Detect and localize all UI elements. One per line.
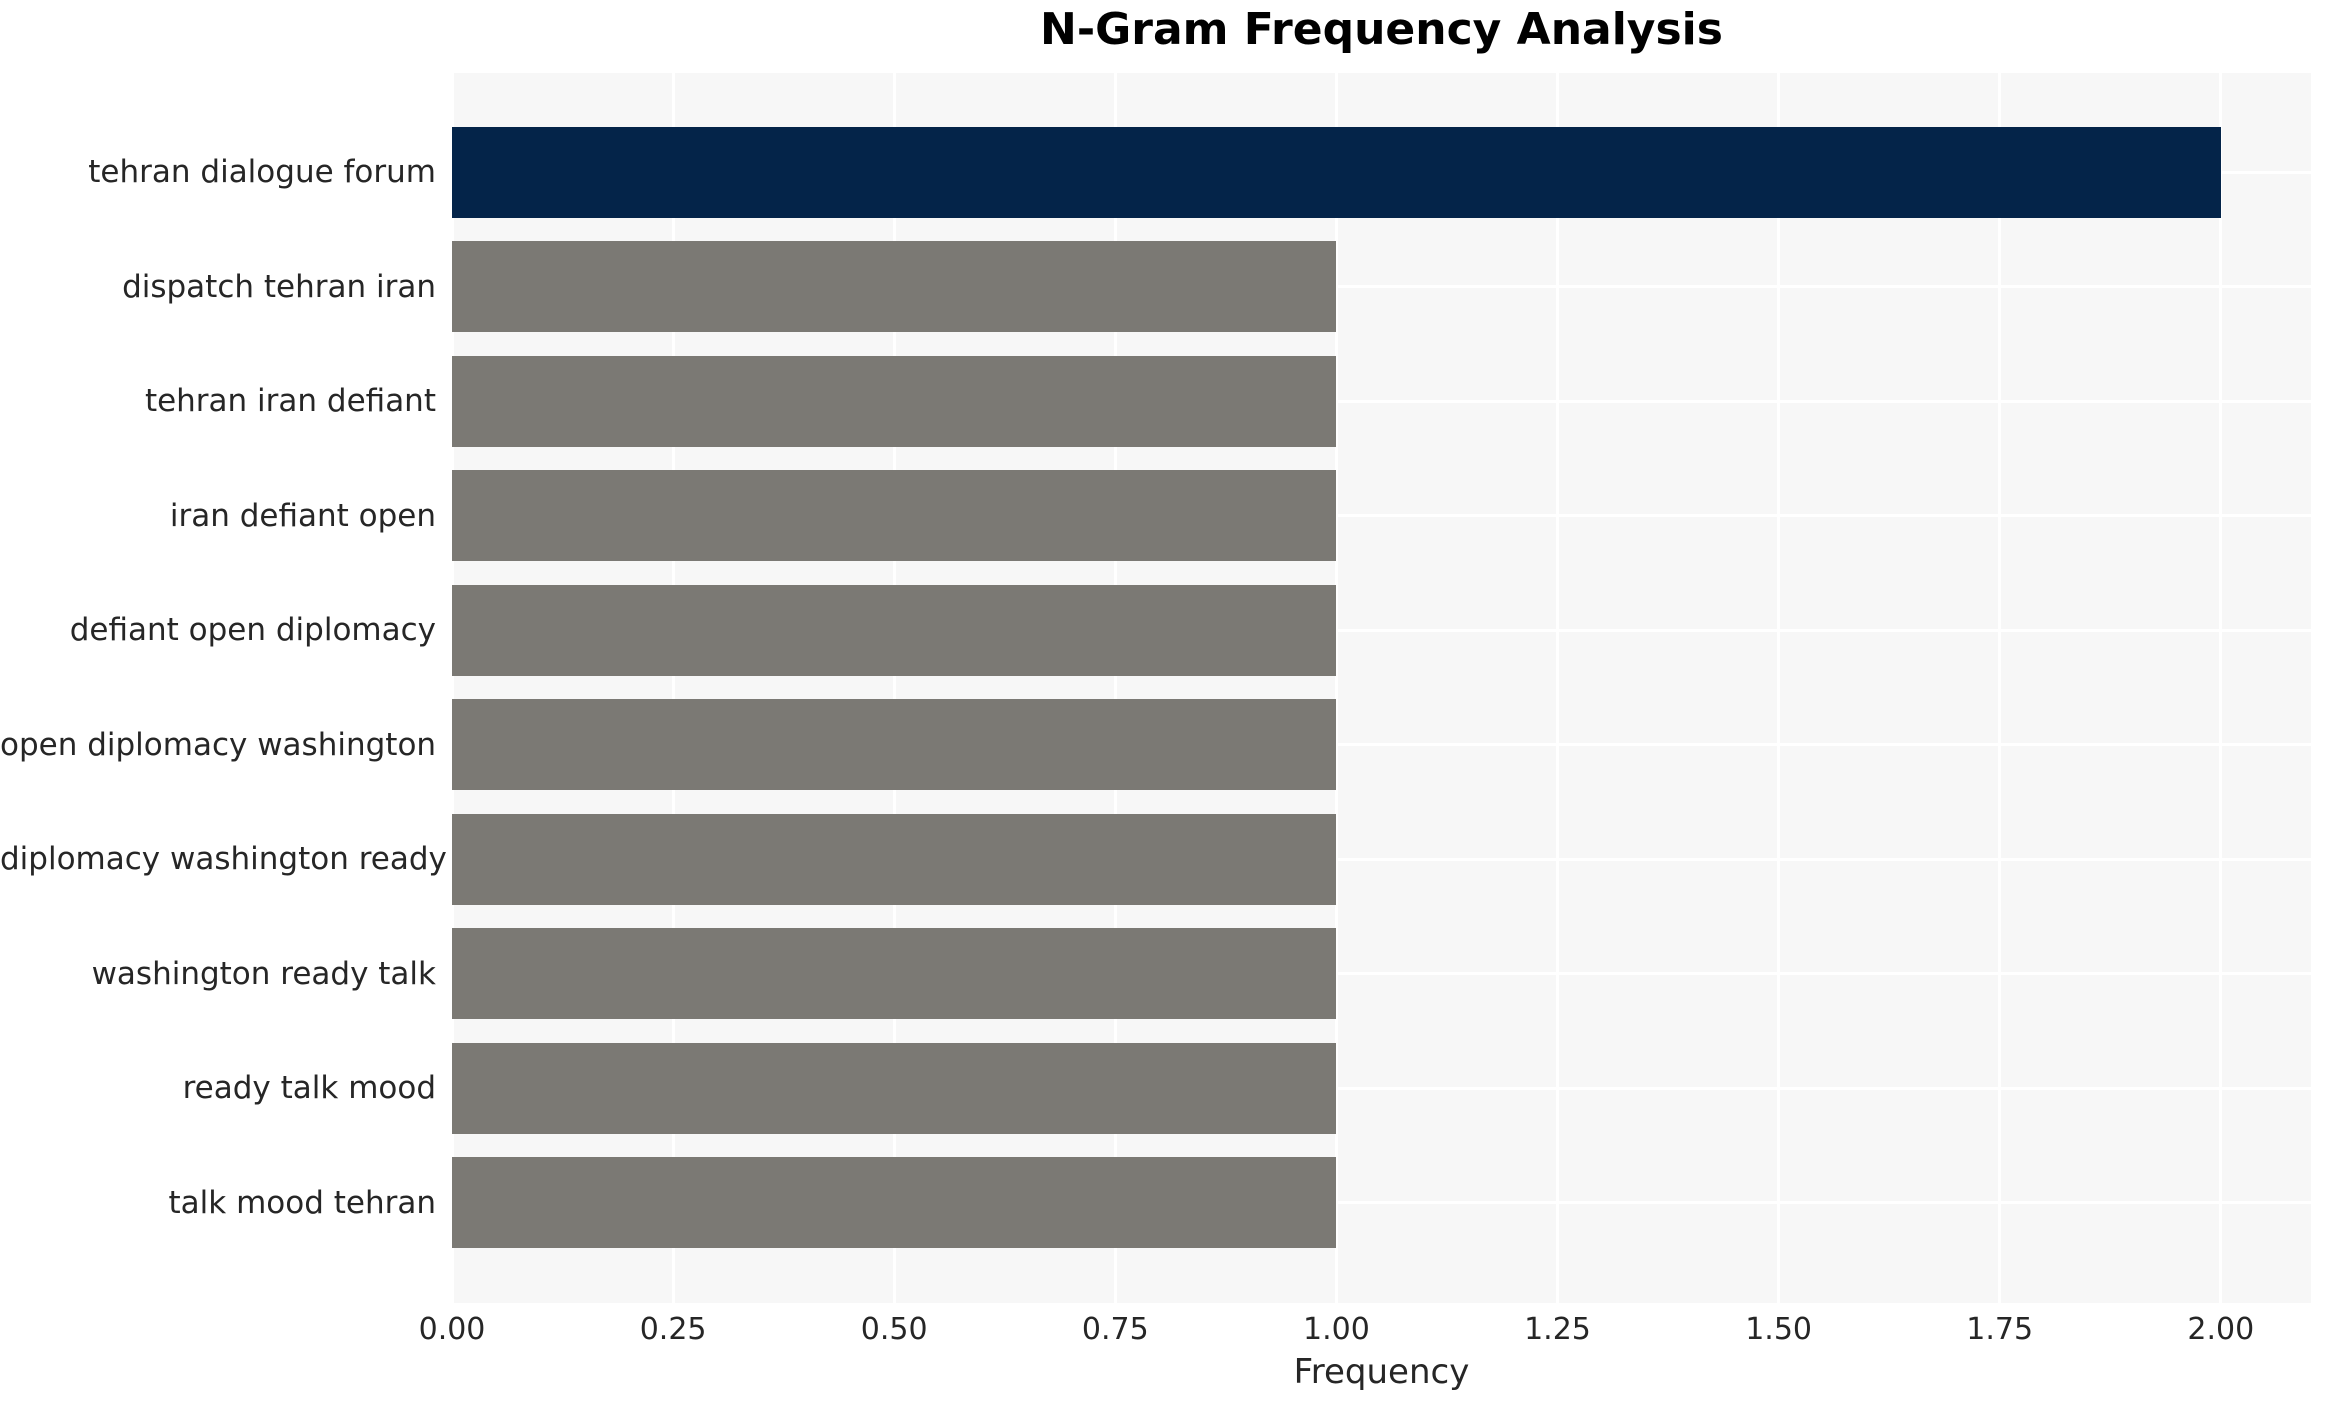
x-tick-label: 0.75 bbox=[1081, 1312, 1149, 1347]
gridline-horizontal bbox=[452, 285, 2311, 288]
gridline-vertical bbox=[671, 73, 675, 1303]
y-tick-label: talk mood tehran bbox=[168, 1184, 437, 1221]
gridline-horizontal bbox=[452, 972, 2311, 975]
gridline-horizontal bbox=[452, 1201, 2311, 1204]
gridline-vertical bbox=[1555, 73, 1559, 1303]
y-tick-label: dispatch tehran iran bbox=[122, 268, 436, 305]
bar-talk-mood-tehran bbox=[452, 1157, 1337, 1248]
bar-defiant-open-diplomacy bbox=[452, 584, 1337, 676]
x-tick-label: 1.75 bbox=[1966, 1312, 2034, 1347]
y-tick-label: iran defiant open bbox=[169, 497, 436, 534]
y-tick-label: tehran dialogue forum bbox=[88, 154, 436, 190]
gridline-horizontal bbox=[452, 399, 2311, 403]
gridline-horizontal bbox=[452, 628, 2311, 632]
x-tick-label: 1.25 bbox=[1524, 1312, 1591, 1347]
gridline-horizontal bbox=[452, 1086, 2311, 1090]
y-tick-label: ready talk mood bbox=[182, 1070, 436, 1106]
gridline-vertical bbox=[2219, 73, 2223, 1303]
gridline-horizontal bbox=[452, 743, 2311, 746]
gridline-vertical bbox=[1334, 73, 1338, 1303]
x-tick-label: 0.00 bbox=[418, 1312, 486, 1347]
x-tick-label: 0.25 bbox=[639, 1312, 707, 1347]
x-tick-label: 0.50 bbox=[860, 1312, 928, 1347]
bar-washington-ready-talk bbox=[452, 928, 1337, 1019]
y-tick-label: diplomacy washington ready bbox=[0, 841, 447, 877]
gridline-vertical bbox=[1998, 73, 2002, 1303]
bar-tehran-iran-defiant bbox=[452, 355, 1337, 447]
gridline-horizontal bbox=[452, 857, 2311, 861]
x-tick-label: 2.00 bbox=[2187, 1312, 2255, 1347]
bar-open-diplomacy-washington bbox=[452, 699, 1337, 790]
bar-iran-defiant-open bbox=[452, 470, 1337, 561]
x-axis-label: Frequency bbox=[1293, 1352, 1470, 1392]
bar-diplomacy-washington-ready bbox=[452, 813, 1337, 905]
y-tick-label: open diplomacy washington bbox=[0, 726, 437, 763]
x-tick-label: 1.00 bbox=[1302, 1312, 1370, 1347]
y-tick-label: washington ready talk bbox=[91, 955, 436, 992]
gridline-vertical bbox=[450, 73, 454, 1303]
gridline-horizontal bbox=[452, 514, 2311, 517]
chart-title: N-Gram Frequency Analysis bbox=[1040, 4, 1723, 55]
gridline-vertical bbox=[892, 73, 896, 1303]
gridline-vertical bbox=[1113, 73, 1117, 1303]
plot-area bbox=[450, 73, 2311, 1303]
gridline-vertical bbox=[1777, 73, 1781, 1303]
bar-tehran-dialogue-forum bbox=[452, 126, 2221, 218]
bar-dispatch-tehran-iran bbox=[452, 241, 1337, 332]
bar-ready-talk-mood bbox=[452, 1042, 1337, 1134]
y-tick-label: defiant open diplomacy bbox=[69, 612, 436, 648]
x-tick-label: 1.50 bbox=[1745, 1312, 1812, 1347]
y-tick-label: tehran iran defiant bbox=[144, 383, 436, 419]
